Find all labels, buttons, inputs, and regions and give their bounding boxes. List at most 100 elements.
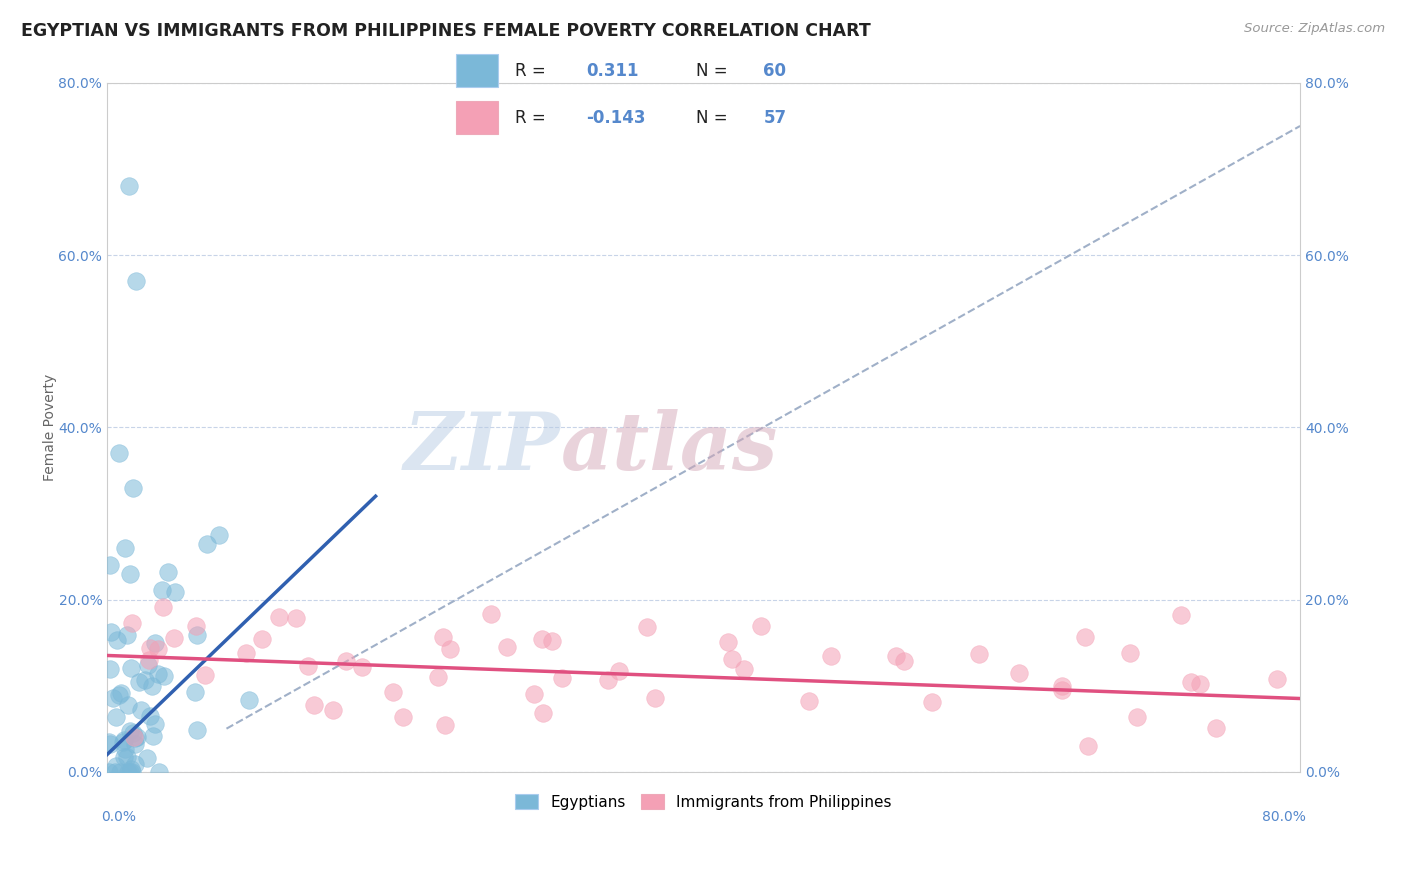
Egyptians — [208, 527, 231, 541]
Immigrants from Philippines — [335, 654, 357, 668]
Text: N =: N = — [696, 62, 733, 79]
Egyptians — [98, 558, 121, 572]
Immigrants from Philippines — [644, 691, 666, 706]
Egyptians — [120, 762, 142, 776]
Egyptians — [105, 758, 128, 772]
Text: 0.0%: 0.0% — [101, 810, 136, 823]
Immigrants from Philippines — [1180, 674, 1202, 689]
FancyBboxPatch shape — [456, 101, 498, 134]
Immigrants from Philippines — [531, 706, 554, 720]
Immigrants from Philippines — [124, 730, 146, 744]
Egyptians — [118, 179, 141, 194]
Egyptians — [112, 749, 135, 764]
Immigrants from Philippines — [551, 671, 574, 685]
Immigrants from Philippines — [297, 659, 319, 673]
Immigrants from Philippines — [1265, 672, 1288, 686]
Egyptians — [118, 764, 141, 779]
Egyptians — [186, 723, 208, 737]
Text: ZIP: ZIP — [404, 409, 561, 487]
Immigrants from Philippines — [1050, 679, 1073, 693]
Egyptians — [148, 764, 170, 779]
Egyptians — [156, 565, 179, 579]
Egyptians — [114, 541, 136, 555]
Immigrants from Philippines — [184, 619, 207, 633]
Egyptians — [124, 738, 146, 752]
Egyptians — [98, 662, 121, 676]
Egyptians — [118, 724, 141, 739]
Immigrants from Philippines — [598, 673, 620, 687]
Egyptians — [110, 686, 132, 700]
Egyptians — [125, 730, 148, 744]
Immigrants from Philippines — [146, 642, 169, 657]
Egyptians — [114, 742, 136, 756]
Text: 57: 57 — [763, 109, 786, 127]
Egyptians — [128, 675, 150, 690]
Egyptians — [117, 698, 139, 713]
Immigrants from Philippines — [969, 648, 991, 662]
Egyptians — [146, 667, 169, 681]
Egyptians — [150, 583, 173, 598]
Immigrants from Philippines — [797, 694, 820, 708]
Egyptians — [122, 481, 145, 495]
Immigrants from Philippines — [138, 653, 160, 667]
Text: EGYPTIAN VS IMMIGRANTS FROM PHILIPPINES FEMALE POVERTY CORRELATION CHART: EGYPTIAN VS IMMIGRANTS FROM PHILIPPINES … — [21, 22, 870, 40]
Egyptians — [238, 692, 260, 706]
Egyptians — [143, 636, 166, 650]
Y-axis label: Female Poverty: Female Poverty — [44, 374, 58, 481]
Egyptians — [108, 446, 131, 460]
Immigrants from Philippines — [721, 652, 744, 666]
Immigrants from Philippines — [523, 687, 546, 701]
Text: 0.311: 0.311 — [586, 62, 638, 79]
FancyBboxPatch shape — [456, 54, 498, 87]
Immigrants from Philippines — [163, 631, 186, 645]
Immigrants from Philippines — [1008, 665, 1031, 680]
Immigrants from Philippines — [381, 685, 404, 699]
Egyptians — [97, 735, 120, 749]
Egyptians — [98, 737, 121, 751]
Immigrants from Philippines — [432, 631, 454, 645]
Egyptians — [121, 764, 143, 779]
Egyptians — [186, 628, 208, 642]
Immigrants from Philippines — [152, 599, 174, 614]
Egyptians — [115, 749, 138, 764]
Immigrants from Philippines — [392, 709, 415, 723]
Egyptians — [104, 764, 127, 779]
Immigrants from Philippines — [921, 695, 943, 709]
Immigrants from Philippines — [479, 607, 502, 621]
Egyptians — [131, 703, 153, 717]
Egyptians — [115, 627, 138, 641]
Immigrants from Philippines — [235, 646, 257, 660]
Egyptians — [125, 274, 148, 288]
Immigrants from Philippines — [427, 670, 450, 684]
Immigrants from Philippines — [285, 611, 308, 625]
Text: R =: R = — [515, 62, 551, 79]
Immigrants from Philippines — [1170, 607, 1192, 622]
Immigrants from Philippines — [636, 620, 658, 634]
Egyptians — [122, 726, 145, 740]
Egyptians — [134, 673, 156, 688]
Immigrants from Philippines — [302, 698, 325, 712]
Egyptians — [141, 679, 163, 693]
Immigrants from Philippines — [1118, 647, 1140, 661]
Text: N =: N = — [696, 109, 733, 127]
Immigrants from Philippines — [439, 641, 461, 656]
Immigrants from Philippines — [733, 662, 755, 676]
Immigrants from Philippines — [194, 668, 217, 682]
Text: 60: 60 — [763, 62, 786, 79]
Egyptians — [143, 717, 166, 731]
Egyptians — [104, 709, 127, 723]
Immigrants from Philippines — [433, 718, 456, 732]
Egyptians — [101, 691, 124, 706]
Immigrants from Philippines — [884, 648, 907, 663]
Immigrants from Philippines — [322, 704, 344, 718]
Egyptians — [120, 660, 142, 674]
Immigrants from Philippines — [1074, 630, 1097, 644]
Immigrants from Philippines — [139, 641, 162, 656]
Egyptians — [100, 625, 122, 640]
Egyptians — [124, 756, 146, 771]
Immigrants from Philippines — [530, 632, 553, 647]
Legend: Egyptians, Immigrants from Philippines: Egyptians, Immigrants from Philippines — [509, 788, 898, 815]
Text: atlas: atlas — [561, 409, 778, 487]
Immigrants from Philippines — [751, 619, 773, 633]
Immigrants from Philippines — [252, 632, 274, 647]
